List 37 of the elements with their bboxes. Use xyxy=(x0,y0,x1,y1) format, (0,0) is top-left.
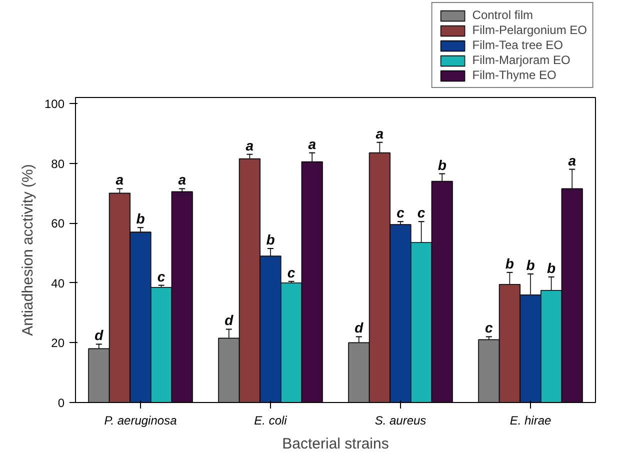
annotation: b xyxy=(547,260,556,276)
x-tick-label: S. aureus xyxy=(374,414,426,428)
annotation: c xyxy=(417,204,426,221)
annotation: b xyxy=(438,156,447,173)
annotation: b xyxy=(526,256,536,273)
annotation: a xyxy=(116,172,124,188)
annotation: a xyxy=(568,152,576,168)
legend-label: Film-Thyme EO xyxy=(472,68,556,82)
legend-label: Film-Pelargonium EO xyxy=(472,23,587,37)
legend-label: Control film xyxy=(472,8,533,22)
legend-label: Film-Marjoram EO xyxy=(472,53,570,67)
x-tick-label: E. coli xyxy=(254,414,288,428)
y-tick-label: 100 xyxy=(44,96,65,111)
annotation: a xyxy=(246,137,254,154)
legend-label: Film-Tea tree EO xyxy=(472,38,563,52)
y-tick-label: 80 xyxy=(51,156,65,171)
annotation: c xyxy=(287,264,296,280)
annotation: c xyxy=(396,204,405,221)
y-tick-label: 60 xyxy=(51,216,65,231)
annotation: b xyxy=(505,255,514,272)
y-axis-title: Antiadhesion acctivity (%) xyxy=(19,164,36,336)
annotation: a xyxy=(178,172,186,188)
annotation: a xyxy=(308,136,316,152)
annotation: d xyxy=(94,327,104,344)
annotation: a xyxy=(376,125,384,142)
annotation: d xyxy=(224,312,234,328)
x-tick-label: P. aeruginosa xyxy=(104,414,178,428)
x-axis-title: Bacterial strains xyxy=(282,436,389,452)
annotation: b xyxy=(136,210,146,227)
y-tick-label: 40 xyxy=(51,276,65,290)
annotation: c xyxy=(485,320,494,336)
y-tick-label: 0 xyxy=(58,396,65,410)
annotation: b xyxy=(266,232,276,248)
y-tick-label: 20 xyxy=(51,336,65,350)
x-tick-label: E. hirae xyxy=(510,414,552,428)
annotation: c xyxy=(157,268,166,284)
annotation: d xyxy=(354,320,364,336)
